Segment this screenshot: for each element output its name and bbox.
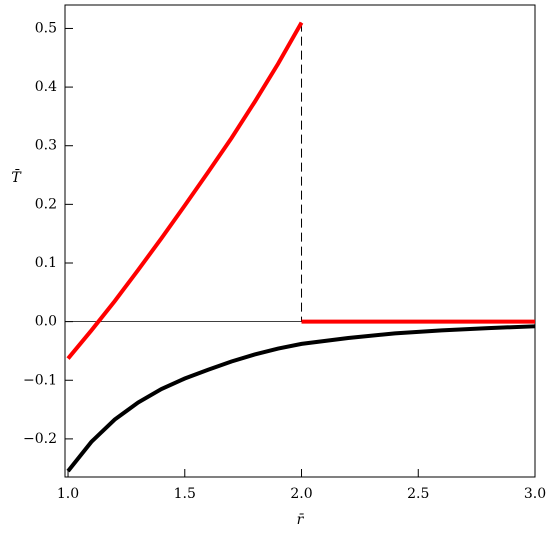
y-tick-label: −0.1 [23,372,57,388]
x-tick-label: 3.0 [524,486,546,502]
y-tick-label: 0.1 [35,255,57,271]
x-tick-label: 1.0 [57,486,79,502]
y-tick-label: −0.2 [23,431,57,447]
y-axis-label: T̄ [11,168,22,186]
y-tick-label: 0.2 [35,196,57,212]
y-tick-label: 0.5 [35,20,57,36]
x-tick-label: 1.5 [174,486,196,502]
y-tick-label: 0.0 [35,314,57,330]
data-line [66,21,535,360]
x-axis-label: r̄ [297,512,305,528]
y-tick-label: 0.4 [35,79,57,95]
plot-frame [64,4,536,478]
x-tick-label: 2.5 [407,486,429,502]
data-line [66,324,536,473]
x-tick-label: 2.0 [290,486,312,502]
y-tick-label: 0.3 [35,138,57,154]
